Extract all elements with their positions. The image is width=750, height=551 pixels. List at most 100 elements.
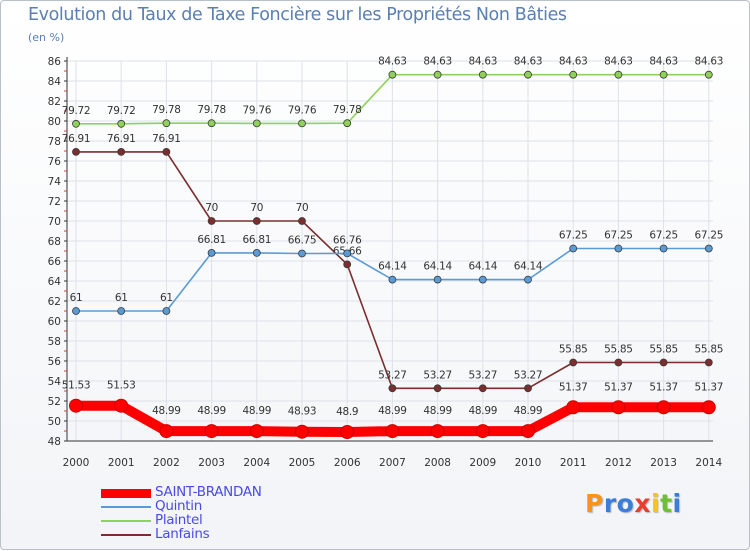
data-label: 84.63 — [559, 56, 588, 68]
data-label: 79.76 — [288, 104, 317, 116]
data-point — [117, 307, 126, 315]
data-label: 55.85 — [604, 344, 633, 356]
y-tick-label: 58 — [48, 336, 61, 348]
data-label: 66.81 — [243, 234, 272, 246]
series-plaintel: 79.72 79.72 79.78 79.78 79.76 79.76 79.78 84.63… — [62, 56, 723, 128]
y-tick-label: 80 — [48, 116, 61, 128]
data-label: 66.75 — [288, 235, 317, 247]
legend-item: Quintin — [101, 498, 361, 514]
y-tick-label: 84 — [48, 76, 62, 88]
data-label: 67.25 — [649, 230, 678, 242]
y-tick-label: 52 — [48, 396, 61, 408]
data-label: 70 — [205, 202, 218, 214]
data-point — [343, 260, 352, 269]
x-tick-label: 2004 — [243, 457, 270, 469]
y-tick-label: 86 — [48, 56, 62, 68]
y-tick-label: 70 — [48, 216, 61, 228]
x-tick-label: 2006 — [334, 457, 361, 469]
data-label: 79.72 — [107, 105, 136, 117]
data-point — [704, 70, 713, 79]
logo-letter: o — [616, 489, 635, 518]
data-point — [159, 424, 174, 439]
legend-swatch — [101, 534, 151, 536]
data-point — [704, 244, 713, 253]
data-label: 48.99 — [378, 405, 407, 417]
data-label: 84.63 — [469, 56, 498, 68]
data-point — [659, 244, 668, 253]
logo-letter: i — [672, 489, 682, 518]
data-label: 76.91 — [62, 133, 91, 145]
y-tick-label: 60 — [48, 316, 61, 328]
data-label: 51.37 — [649, 381, 678, 393]
data-point — [385, 424, 400, 439]
y-tick-label: 50 — [48, 416, 61, 428]
data-point — [295, 424, 309, 439]
data-label: 64.14 — [423, 261, 452, 273]
data-point — [701, 400, 716, 415]
data-point — [72, 307, 80, 315]
data-point — [388, 70, 397, 79]
data-label: 48.93 — [288, 406, 317, 418]
data-label: 48.99 — [514, 405, 543, 417]
data-label: 67.25 — [695, 230, 724, 242]
x-tick-label: 2001 — [108, 457, 135, 469]
x-tick-label: 2012 — [605, 457, 632, 469]
series-quintin: 61 61 61 66.81 66.81 66.75 66.76 64.14 64.14 64.1… — [70, 230, 723, 315]
data-point — [614, 358, 623, 367]
data-label: 61 — [115, 292, 128, 304]
data-point — [207, 119, 216, 128]
x-tick-label: 2013 — [650, 457, 677, 469]
y-tick-label: 68 — [48, 236, 61, 248]
data-label: 66.81 — [197, 234, 226, 246]
data-point — [252, 248, 261, 257]
y-tick-label: 54 — [48, 376, 62, 388]
data-label: 53.27 — [469, 369, 498, 381]
y-tick-label: 62 — [48, 296, 61, 308]
x-tick-label: 2011 — [560, 457, 587, 469]
data-label: 51.37 — [559, 381, 588, 393]
data-label: 79.76 — [243, 104, 272, 116]
data-label: 51.37 — [604, 381, 633, 393]
legend-label: Lanfains — [155, 526, 210, 542]
data-point — [298, 217, 306, 225]
data-label: 53.27 — [514, 369, 543, 381]
data-point — [252, 217, 261, 225]
data-label: 64.14 — [469, 261, 498, 273]
legend-swatch — [101, 520, 151, 522]
data-label: 53.27 — [378, 369, 407, 381]
data-label: 84.63 — [514, 56, 543, 68]
x-tick-label: 2000 — [63, 457, 90, 469]
data-label: 51.37 — [695, 381, 724, 393]
data-point — [388, 384, 397, 393]
data-point — [162, 307, 171, 315]
data-label: 66.76 — [333, 234, 362, 246]
data-label: 48.99 — [243, 405, 272, 417]
data-point — [524, 384, 532, 393]
data-label: 76.91 — [152, 133, 181, 145]
data-point — [478, 70, 487, 79]
y-tick-label: 82 — [48, 96, 61, 108]
data-point — [340, 425, 355, 439]
data-point — [704, 358, 713, 367]
data-point — [114, 398, 129, 413]
data-point — [249, 424, 264, 439]
data-label: 84.63 — [695, 56, 724, 68]
data-label: 84.63 — [423, 56, 452, 68]
data-point — [478, 275, 487, 284]
x-tick-label: 2010 — [515, 457, 542, 469]
series-lanfains: 76.9176.9176.9170707065.6653.2753.2753.2… — [62, 133, 723, 393]
chart-subtitle: (en %) — [28, 31, 65, 44]
data-point — [207, 248, 216, 257]
data-point — [569, 70, 578, 79]
data-point — [117, 119, 126, 128]
y-tick-label: 64 — [48, 276, 62, 288]
logo-letter: r — [603, 489, 617, 518]
data-point — [117, 147, 126, 156]
data-label: 48.99 — [152, 405, 181, 417]
y-tick-label: 72 — [48, 196, 61, 208]
data-point — [614, 244, 623, 253]
data-point — [430, 424, 445, 439]
data-label: 76.91 — [107, 133, 136, 145]
data-label: 64.14 — [378, 261, 407, 273]
